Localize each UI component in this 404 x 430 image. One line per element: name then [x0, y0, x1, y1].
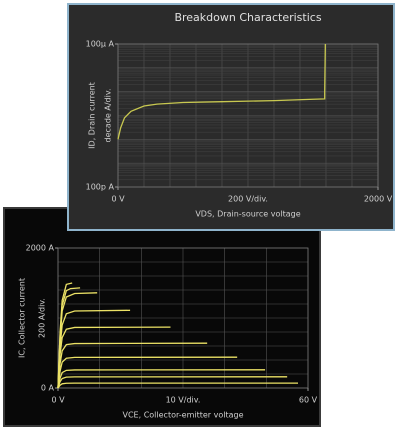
- plot-frame: [117, 43, 379, 188]
- y-axis-label: IC, Collector current: [18, 278, 27, 358]
- x-div-label: 200 V/div.: [228, 195, 268, 204]
- curve: [117, 43, 326, 140]
- curve: [57, 356, 238, 389]
- chart-panel: 0 A 2000 A 0 V 60 V 10 V/div. VCE, Collector-…: [3, 207, 321, 427]
- plot-frame: [57, 247, 309, 389]
- y-tick-label: 2000 A: [26, 244, 55, 253]
- panel-background: [67, 3, 395, 231]
- y-tick-label: 100p A: [86, 183, 115, 192]
- x-axis-label: VDS, Drain-source voltage: [195, 210, 300, 219]
- x-tick-label: 60 V: [299, 396, 318, 405]
- panel-background: [3, 207, 321, 427]
- y-axis-label: ID, Drain current: [88, 82, 97, 149]
- y-tick-label: 100μ A: [86, 40, 115, 49]
- chart-title: Breakdown Characteristics: [174, 11, 321, 24]
- chart-panel: 100p A 100μ A 0 V 2000 V Breakdown Character…: [67, 3, 395, 231]
- curve: [57, 376, 288, 389]
- curve: [57, 382, 298, 389]
- curve: [57, 342, 208, 389]
- x-tick-label: 0 V: [51, 396, 65, 405]
- curve: [57, 369, 266, 389]
- y-tick-label: 0 A: [41, 384, 55, 393]
- curve: [57, 326, 171, 389]
- y-div-label: 200 A/div.: [38, 298, 47, 338]
- x-axis-label: VCE, Collector-emitter voltage: [123, 411, 244, 420]
- x-tick-label: 0 V: [111, 195, 125, 204]
- x-div-label: 10 V/div.: [166, 396, 201, 405]
- x-tick-label: 2000 V: [364, 195, 393, 204]
- y-div-label: decade A/div.: [104, 89, 113, 143]
